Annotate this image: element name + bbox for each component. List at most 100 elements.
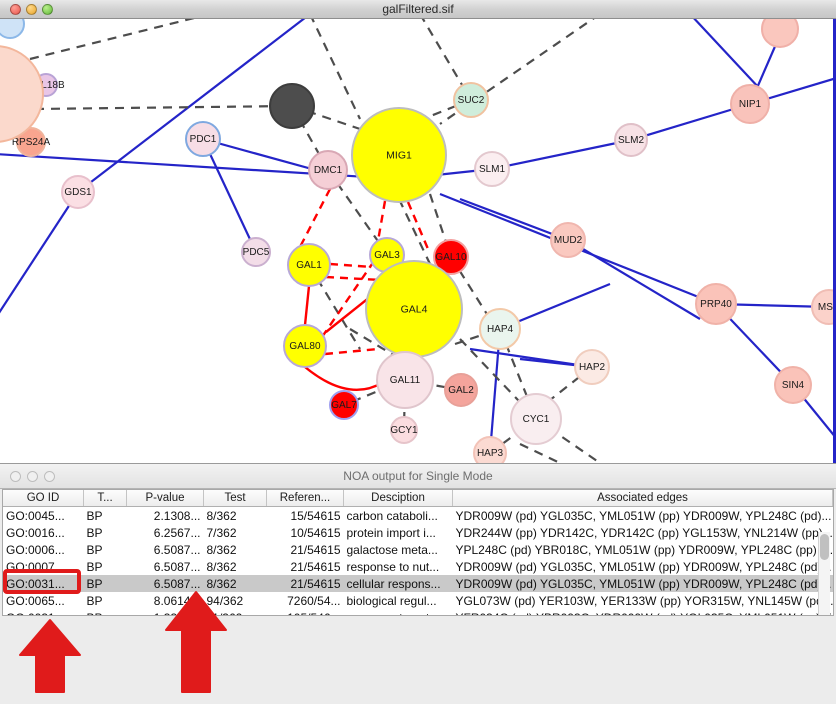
node-circle[interactable]: [730, 84, 770, 124]
network-node-dark[interactable]: [269, 83, 315, 129]
column-header-type[interactable]: T...: [83, 490, 127, 507]
network-node-hap4[interactable]: HAP4: [479, 308, 521, 350]
node-circle[interactable]: [614, 123, 648, 157]
edge-pp: [693, 19, 761, 90]
network-node-gds1[interactable]: GDS1: [61, 175, 95, 209]
network-node-slm1[interactable]: SLM1: [474, 151, 510, 187]
network-node-cyc1[interactable]: CYC1: [510, 393, 562, 445]
cell-pvalue: 6.5087...: [153, 559, 201, 574]
network-node-pdc5[interactable]: PDC5: [241, 237, 271, 267]
network-node-mig1[interactable]: MIG1: [351, 107, 447, 203]
node-circle[interactable]: [185, 121, 221, 157]
network-node-gal1[interactable]: GAL1: [287, 243, 331, 287]
node-label: GAL1: [296, 260, 322, 271]
go-results-table-container[interactable]: GO ID T... P-value Test Referen... Desci…: [2, 489, 834, 616]
network-node-topleft[interactable]: [0, 19, 25, 39]
node-circle[interactable]: [433, 239, 469, 275]
node-circle[interactable]: [574, 349, 610, 385]
table-row[interactable]: GO:0045... BP 2.1308... 8/362 15/54615 carbon…: [3, 507, 833, 525]
network-node-hap2[interactable]: HAP2: [574, 349, 610, 385]
network-node-gal80[interactable]: GAL80: [283, 324, 327, 368]
network-node-prp40[interactable]: PRP40: [695, 283, 737, 325]
noa-minimize-button[interactable]: [27, 471, 38, 482]
column-header-pvalue[interactable]: P-value: [126, 490, 204, 507]
edge-pd: [349, 328, 401, 360]
network-nodes[interactable]: RPL18B RPS24A GDS1 PDC1 PDC5 DMC1 MIG1 SUC2 SLM1…: [0, 19, 836, 463]
node-circle[interactable]: [479, 308, 521, 350]
network-canvas[interactable]: RPL18B RPS24A GDS1 PDC1 PDC5 DMC1 MIG1 SUC2 SLM1…: [0, 19, 836, 463]
network-node-gal4[interactable]: GAL4: [365, 260, 463, 358]
network-node-rps24a[interactable]: RPS24A: [12, 127, 51, 157]
node-circle[interactable]: [811, 289, 836, 325]
network-node-gal2[interactable]: GAL2: [444, 373, 478, 407]
edge-pp: [567, 239, 701, 320]
node-circle[interactable]: [695, 283, 737, 325]
node-label: MIG1: [386, 149, 412, 161]
node-circle[interactable]: [774, 366, 812, 404]
node-circle[interactable]: [269, 83, 315, 129]
zoom-window-button[interactable]: [42, 4, 53, 15]
node-circle[interactable]: [761, 19, 799, 48]
network-node-dmc1[interactable]: DMC1: [308, 150, 348, 190]
column-header-desciption[interactable]: Desciption: [343, 490, 453, 507]
table-header-row: GO ID T... P-value Test Referen... Desci…: [3, 490, 833, 507]
column-header-reference[interactable]: Referen...: [266, 490, 344, 507]
noa-close-button[interactable]: [10, 471, 21, 482]
edge-pd: [291, 104, 361, 131]
cell-type: BP: [86, 525, 103, 540]
node-label: PDC1: [190, 134, 217, 145]
column-header-test[interactable]: Test: [203, 490, 267, 507]
network-node-gcy1[interactable]: GCY1: [390, 416, 418, 444]
node-circle[interactable]: [61, 175, 95, 209]
node-circle[interactable]: [329, 390, 359, 420]
scrollbar-thumb[interactable]: [820, 534, 829, 560]
node-circle[interactable]: [390, 416, 418, 444]
noa-zoom-button[interactable]: [44, 471, 55, 482]
node-circle[interactable]: [376, 351, 434, 409]
network-node-topright[interactable]: [761, 19, 799, 48]
node-circle[interactable]: [241, 237, 271, 267]
network-node-gal3[interactable]: GAL3: [369, 237, 405, 273]
table-row[interactable]: GO:0016... BP 6.2567... 7/362 10/54615 protei…: [3, 524, 833, 541]
node-circle[interactable]: [473, 436, 507, 463]
network-node-gal11[interactable]: GAL11: [376, 351, 434, 409]
node-circle[interactable]: [308, 150, 348, 190]
node-label: MUD2: [554, 235, 583, 246]
node-circle[interactable]: [351, 107, 447, 203]
network-node-mud2[interactable]: MUD2: [550, 222, 586, 258]
node-circle[interactable]: [283, 324, 327, 368]
node-circle[interactable]: [474, 151, 510, 187]
node-circle[interactable]: [550, 222, 586, 258]
node-label: PRP40: [700, 299, 732, 310]
column-header-associated-edges[interactable]: Associated edges: [452, 490, 833, 507]
column-header-go-id[interactable]: GO ID: [3, 490, 84, 507]
table-row[interactable]: GO:0065... BP 8.0614... 94/362 7260/54... bio…: [3, 592, 833, 609]
table-vertical-scrollbar[interactable]: [818, 532, 830, 615]
close-window-button[interactable]: [10, 4, 21, 15]
network-node-hap3[interactable]: HAP3: [473, 436, 507, 463]
node-circle[interactable]: [287, 243, 331, 287]
node-circle[interactable]: [16, 127, 46, 157]
network-node-nip1[interactable]: NIP1: [730, 84, 770, 124]
network-node-slm2[interactable]: SLM2: [614, 123, 648, 157]
table-row[interactable]: GO:0007... BP 6.5087... 8/362 21/54615 respon…: [3, 558, 833, 575]
node-circle[interactable]: [0, 19, 25, 39]
network-node-sin4[interactable]: SIN4: [774, 366, 812, 404]
network-node-gal10[interactable]: GAL10: [433, 239, 469, 275]
node-circle[interactable]: [453, 82, 489, 118]
cell-type: BP: [86, 593, 103, 608]
node-circle[interactable]: [0, 45, 44, 143]
table-row[interactable]: GO:0031... BP 6.5087... 8/362 21/54615 cellul…: [3, 575, 833, 592]
cell-test: 8/362: [206, 542, 237, 557]
node-circle[interactable]: [444, 373, 478, 407]
node-circle[interactable]: [510, 393, 562, 445]
minimize-window-button[interactable]: [26, 4, 37, 15]
table-row[interactable]: GO:0006... BP 6.5087... 8/362 21/54615 galact…: [3, 541, 833, 558]
network-node-big_left[interactable]: [0, 45, 44, 143]
network-node-msi[interactable]: MSN: [811, 289, 836, 325]
network-node-pdc1[interactable]: PDC1: [185, 121, 221, 157]
network-node-suc2[interactable]: SUC2: [453, 82, 489, 118]
table-row[interactable]: GO:0031...BP1.3324...11/362105/546...res…: [3, 609, 833, 616]
edge-pd: [544, 366, 593, 405]
network-node-gal7[interactable]: GAL7: [329, 390, 359, 420]
